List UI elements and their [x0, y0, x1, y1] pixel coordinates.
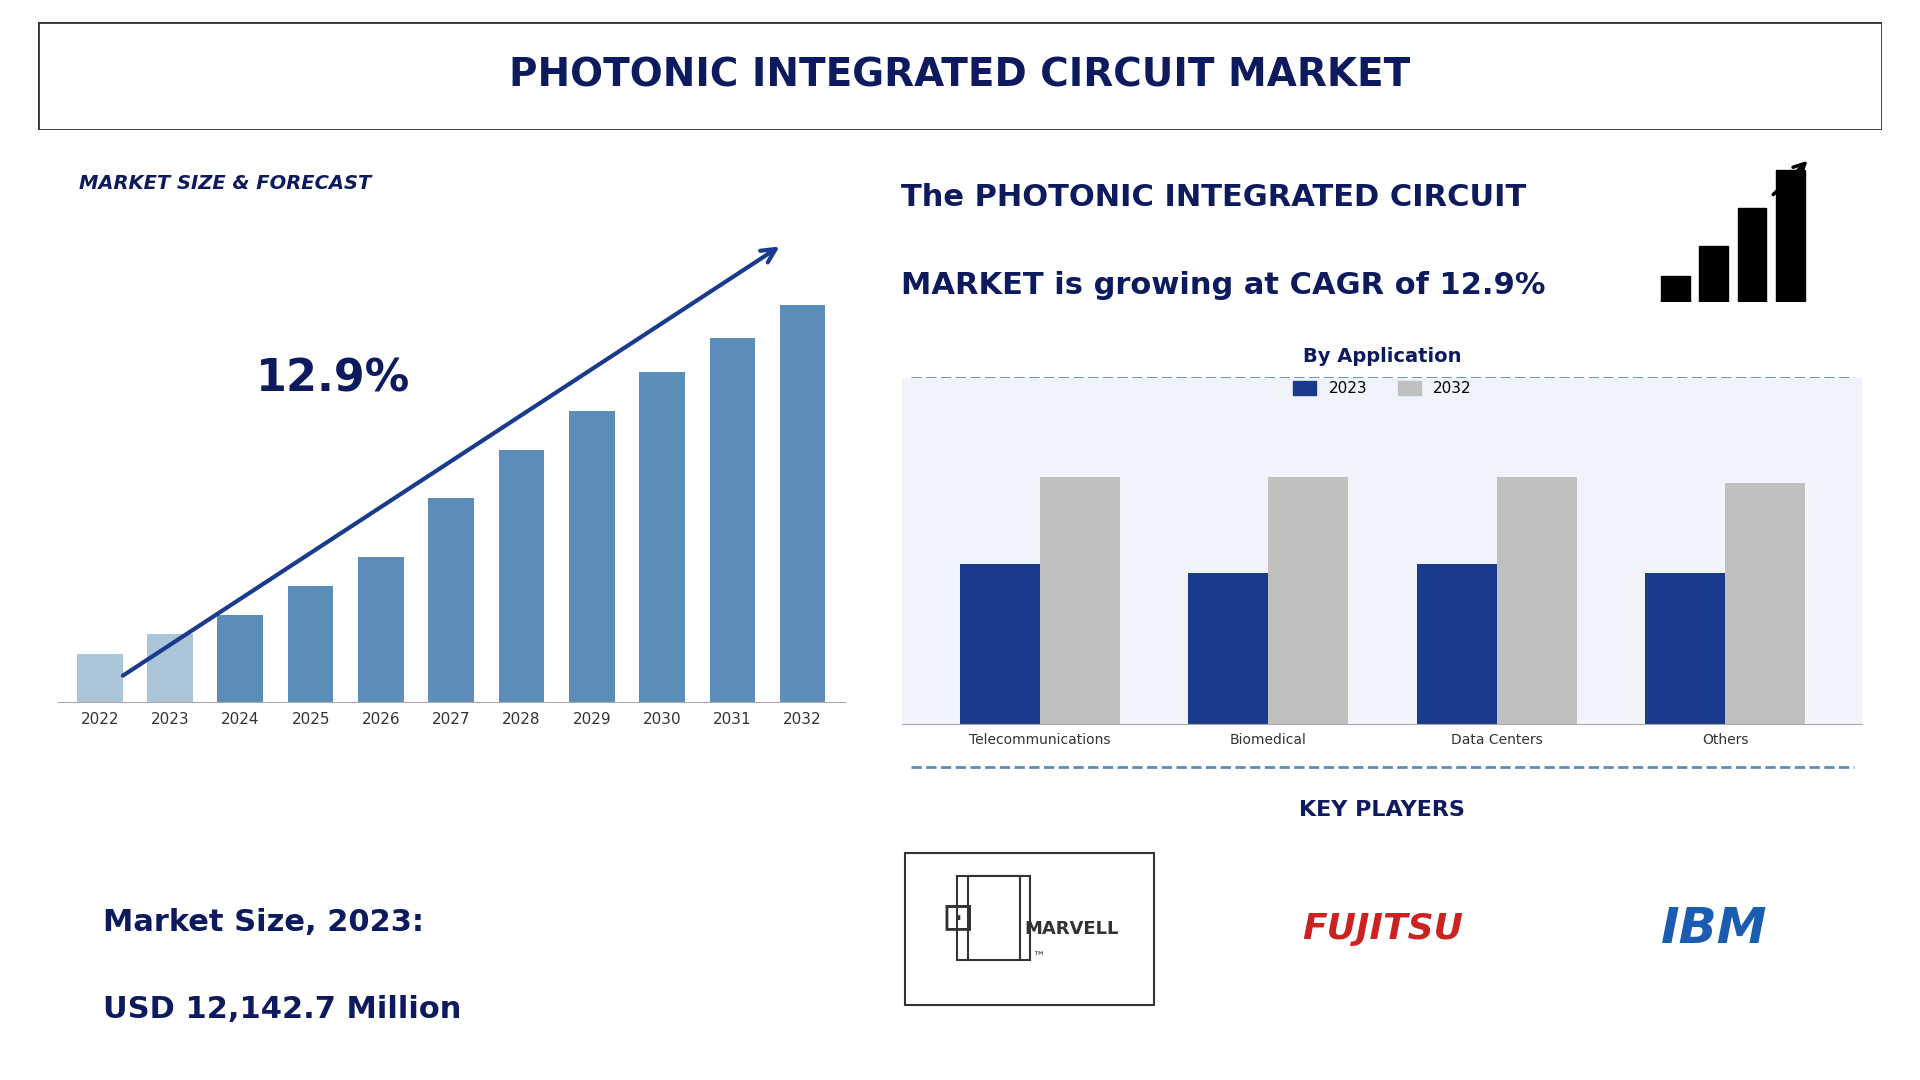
Bar	[780, 305, 826, 702]
Bar	[148, 634, 192, 702]
Text: USD 12,142.7 Million: USD 12,142.7 Million	[104, 996, 461, 1024]
Bar	[1039, 476, 1119, 724]
Bar	[958, 876, 1029, 960]
Text: ⊡: ⊡	[941, 899, 973, 937]
Bar	[288, 585, 334, 702]
Text: MARKET SIZE & FORECAST: MARKET SIZE & FORECAST	[79, 174, 371, 193]
Text: The PHOTONIC INTEGRATED CIRCUIT: The PHOTONIC INTEGRATED CIRCUIT	[900, 184, 1526, 212]
Text: 12.9%: 12.9%	[255, 357, 411, 401]
Text: PHOTONIC INTEGRATED CIRCUIT MARKET: PHOTONIC INTEGRATED CIRCUIT MARKET	[509, 56, 1411, 95]
Bar	[1417, 564, 1498, 724]
FancyBboxPatch shape	[38, 22, 1882, 130]
Bar	[428, 499, 474, 702]
Text: MARKET is growing at CAGR of 12.9%: MARKET is growing at CAGR of 12.9%	[900, 271, 1546, 299]
Text: IBM: IBM	[1661, 905, 1768, 954]
Bar	[960, 564, 1039, 724]
Bar	[1776, 170, 1805, 302]
FancyBboxPatch shape	[906, 853, 1154, 1005]
Bar	[1661, 275, 1690, 302]
Text: KEY PLAYERS: KEY PLAYERS	[1300, 800, 1465, 820]
Bar	[1738, 207, 1766, 302]
Text: Market Size, 2023:: Market Size, 2023:	[104, 908, 424, 936]
Bar	[1188, 572, 1267, 724]
Bar	[968, 876, 1020, 960]
Bar	[568, 411, 614, 702]
Text: ™: ™	[1031, 950, 1044, 963]
Text: By Application: By Application	[1304, 347, 1461, 366]
Bar	[499, 450, 545, 702]
Bar	[639, 373, 685, 702]
Bar	[217, 615, 263, 702]
Bar	[1699, 246, 1728, 302]
Text: MARVELL: MARVELL	[1023, 920, 1119, 939]
Bar	[710, 338, 755, 702]
Bar	[1726, 483, 1805, 724]
Bar	[357, 556, 403, 702]
Legend: 2023, 2032: 2023, 2032	[1286, 375, 1478, 403]
Bar	[1498, 476, 1576, 724]
Bar	[77, 653, 123, 702]
Bar	[1267, 476, 1348, 724]
Bar	[1645, 572, 1726, 724]
Text: FUJITSU: FUJITSU	[1302, 913, 1463, 946]
